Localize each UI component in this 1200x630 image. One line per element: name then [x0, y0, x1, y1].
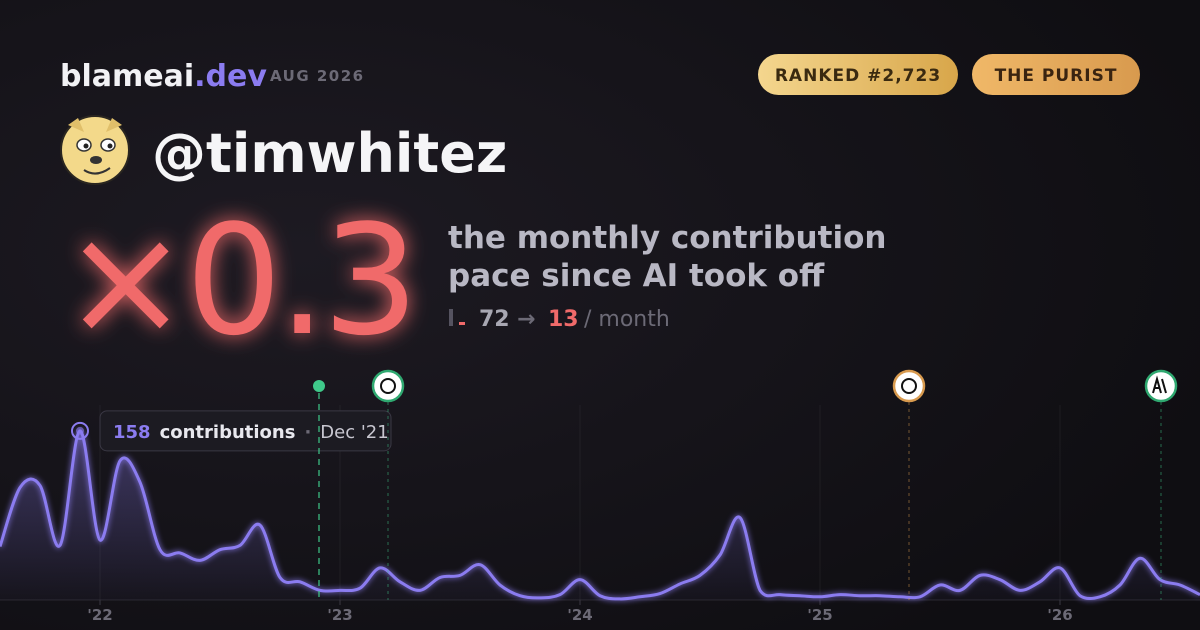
badge — [972, 54, 1140, 95]
tooltip-text: 158 contributions · Dec '21 — [113, 422, 389, 443]
x-tick-label: '24 — [567, 606, 592, 624]
brand-name: blameai — [60, 59, 194, 94]
description: pace since AI took off — [448, 258, 825, 294]
brand: blameai.dev — [60, 59, 267, 94]
brand-suffix: .dev — [194, 59, 267, 94]
event-markers — [313, 369, 1178, 600]
x-tick-label: '25 — [807, 606, 832, 624]
badge-label: THE PURIST — [995, 66, 1118, 86]
line — [0, 429, 1200, 601]
handle: @timwhitez — [152, 122, 507, 185]
stats: 72 → 13 / month — [479, 307, 670, 332]
indicator — [449, 309, 453, 326]
tooltip-value: 158 — [113, 422, 151, 443]
area — [0, 430, 1200, 600]
x-tick-label: '26 — [1047, 606, 1072, 624]
arrow: → — [517, 307, 535, 332]
after: 13 — [548, 307, 579, 332]
description: the monthly contribution — [448, 220, 886, 256]
date: AUG 2026 — [270, 67, 365, 85]
tooltip-separator: · — [304, 422, 311, 443]
tooltip-date: Dec '21 — [320, 422, 388, 443]
badge-label: RANKED #2,723 — [775, 66, 941, 86]
badge — [758, 54, 958, 95]
x-tick-label: '23 — [327, 606, 352, 624]
x-tick-label: '22 — [87, 606, 112, 624]
tooltip-unit: contributions — [160, 422, 296, 443]
before: 72 — [479, 307, 510, 332]
multiplier: ×0.3 — [62, 192, 415, 369]
peak-dot — [76, 426, 84, 435]
peak-marker — [71, 421, 89, 440]
indicator — [459, 322, 465, 325]
avatar — [60, 115, 130, 185]
unit: / month — [584, 307, 670, 332]
